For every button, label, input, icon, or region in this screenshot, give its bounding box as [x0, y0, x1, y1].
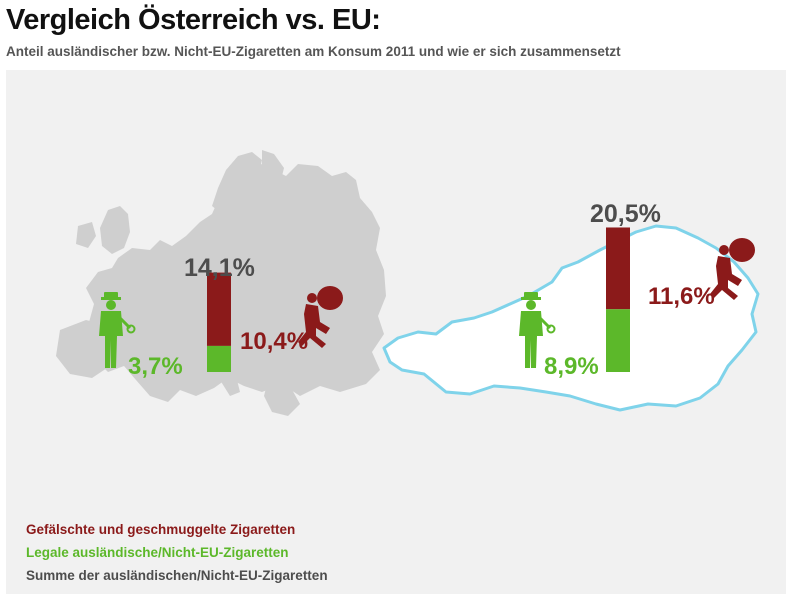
at-bar-chart: 20,5% 11,6% 8,9% [544, 200, 715, 380]
finland-region [262, 150, 284, 188]
eu-bar-chart: 14,1% 10,4% 3,7% [128, 254, 308, 380]
austria-map [382, 224, 760, 412]
at-total-label: 20,5% [590, 200, 661, 228]
legend-counterfeit: Gefälschte und geschmuggelte Zigaretten [26, 522, 296, 537]
customs-officer-icon [99, 292, 136, 368]
customs-officer-icon [519, 292, 556, 368]
europe-mainland [86, 160, 386, 402]
at-counterfeit-label: 11,6% [648, 283, 715, 310]
at-bar-legal [606, 309, 630, 372]
legend-legal: Legale ausländische/Nicht-EU-Zigaretten [26, 545, 289, 560]
eu-bar-legal [207, 345, 231, 372]
austria-outline [382, 224, 760, 412]
smuggler-icon [298, 286, 343, 348]
legend-sum: Summe der ausländischen/Nicht-EU-Zigaret… [26, 568, 328, 583]
british-isles [100, 206, 130, 254]
ireland [76, 222, 96, 248]
smuggler-icon [710, 238, 755, 300]
balkans-greece [264, 380, 300, 416]
at-bar-counterfeit [606, 227, 630, 310]
eu-bar-counterfeit [207, 272, 231, 346]
eu-total-label: 14,1% [184, 254, 255, 282]
page-subtitle: Anteil ausländischer bzw. Nicht-EU-Zigar… [6, 44, 621, 59]
page-title: Vergleich Österreich vs. EU: [6, 4, 381, 36]
scandinavia [212, 152, 262, 214]
eu-legal-label: 3,7% [128, 353, 183, 380]
eu-counterfeit-label: 10,4% [240, 328, 308, 355]
at-legal-label: 8,9% [544, 353, 599, 380]
